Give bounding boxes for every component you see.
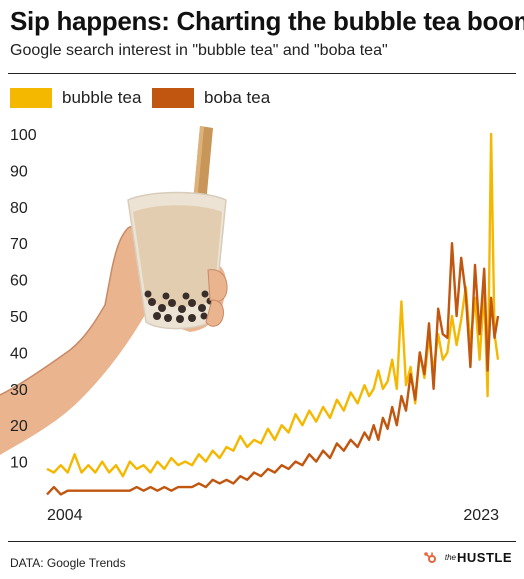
chart-title: Sip happens: Charting the bubble tea boo…	[10, 6, 524, 36]
y-tick-label: 30	[10, 382, 28, 399]
chart-subtitle: Google search interest in "bubble tea" a…	[10, 42, 388, 59]
y-tick-label: 60	[10, 273, 28, 290]
brand-prefix: the	[444, 553, 456, 562]
y-tick-label: 50	[10, 309, 28, 326]
bottom-divider	[8, 541, 516, 542]
legend-label-boba-tea: boba tea	[204, 88, 271, 107]
series-line-bubble-tea	[46, 132, 500, 478]
legend-swatch-bubble-tea	[10, 88, 52, 108]
y-tick-label: 70	[10, 236, 28, 253]
x-tick-label: 2023	[463, 507, 499, 524]
y-tick-label: 90	[10, 163, 28, 180]
series-line-boba-tea	[46, 241, 500, 496]
series-lines	[46, 132, 500, 496]
top-divider	[8, 73, 516, 74]
legend-label-bubble-tea: bubble tea	[62, 88, 142, 107]
y-tick-label: 20	[10, 418, 28, 435]
y-tick-label: 40	[10, 345, 28, 362]
hubspot-icon	[423, 551, 437, 565]
source-note: DATA: Google Trends	[10, 556, 126, 570]
brand-name: HUSTLE	[457, 550, 512, 565]
x-axis: 2004 2023	[47, 507, 499, 524]
y-tick-label: 10	[10, 455, 28, 472]
legend-item-boba-tea: boba tea	[152, 88, 270, 108]
y-axis: 10 20 30 40 50 60 70 80 90 100	[10, 127, 37, 472]
legend-swatch-boba-tea	[152, 88, 194, 108]
y-tick-label: 100	[10, 127, 37, 144]
bubble-tea-illustration	[0, 126, 228, 520]
x-tick-label: 2004	[47, 507, 83, 524]
y-tick-label: 80	[10, 200, 28, 217]
legend-item-bubble-tea: bubble tea	[10, 88, 141, 108]
brand-logo: the HUSTLE	[423, 550, 512, 565]
